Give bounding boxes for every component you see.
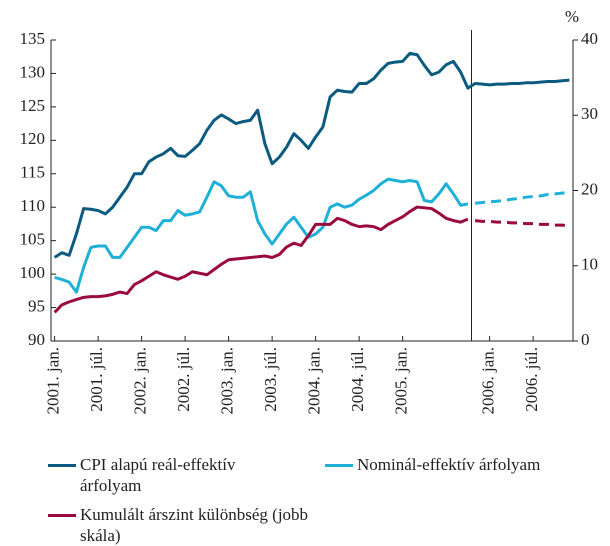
forecast-line <box>474 190 570 205</box>
x-tick-label: 2001. júl. <box>87 347 106 412</box>
y2-tick-label: 0 <box>581 330 590 349</box>
x-tick-label: 2003. júl. <box>261 347 280 412</box>
series-line <box>54 177 469 294</box>
legend-label: Nominál-effektív árfolyam <box>357 455 541 474</box>
x-tick-label: 2006. jan. <box>479 347 498 415</box>
y-tick-label: 115 <box>20 163 45 182</box>
x-tick-label: 2006. júl. <box>522 347 541 412</box>
y2-tick-label: 20 <box>581 179 598 198</box>
legend-label: CPI alapú reál-effektív árfolyam <box>80 455 236 495</box>
y-tick-label: 105 <box>20 230 46 249</box>
legend-swatch <box>48 464 76 467</box>
y-tick-label: 95 <box>28 296 45 315</box>
x-tick-label: 2001. jan. <box>44 347 63 415</box>
y-tick-label: 90 <box>28 330 45 349</box>
y-tick-label: 110 <box>20 196 45 215</box>
chart: % 90 95 100 105 110 115 120 125 130 135 0 10 20 30 40 2… <box>20 7 599 415</box>
legend-label: Kumulált árszint különbség (jobb skála) <box>80 505 309 545</box>
x-tick-label: 2005. jan. <box>392 347 411 415</box>
y2-tick-label: 40 <box>581 29 598 48</box>
legend-swatch <box>325 464 353 467</box>
y2-axis-label: % <box>565 7 579 26</box>
forecast-line <box>474 219 570 228</box>
x-tick-label: 2004. jan. <box>305 347 324 415</box>
y-tick-label: 130 <box>20 62 46 81</box>
y-tick-label: 120 <box>20 129 46 148</box>
y-tick-label: 125 <box>20 96 46 115</box>
x-tick-label: 2003. jan. <box>218 347 237 415</box>
legend-item: CPI alapú reál-effektív árfolyam <box>48 454 248 496</box>
y-tick-label: 135 <box>20 29 46 48</box>
x-tick-label: 2002. jan. <box>131 347 150 415</box>
y2-tick-label: 10 <box>581 255 598 274</box>
x-tick-label: 2004. júl. <box>348 347 367 412</box>
series-line <box>53 51 570 259</box>
legend-swatch <box>48 514 76 517</box>
series-line <box>53 205 469 314</box>
y-tick-label: 100 <box>20 263 46 282</box>
legend: CPI alapú reál-effektív árfolyam Nominál-… <box>0 440 610 545</box>
y2-tick-label: 30 <box>581 104 598 123</box>
x-tick-label: 2002. júl. <box>174 347 193 412</box>
legend-item: Kumulált árszint különbség (jobb skála) <box>48 504 348 546</box>
legend-item: Nominál-effektív árfolyam <box>325 454 555 475</box>
